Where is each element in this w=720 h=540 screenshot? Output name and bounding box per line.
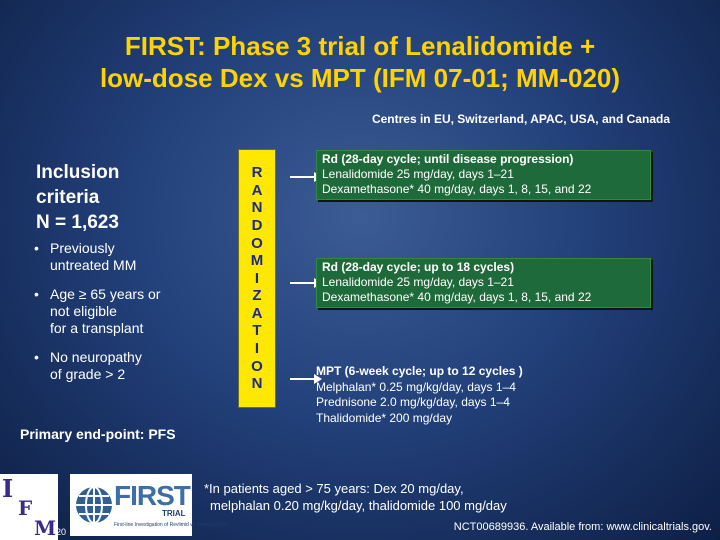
arm-mpt: MPT (6-week cycle; up to 12 cycles ) Mel… (316, 364, 646, 426)
arrow-arm-2 (290, 278, 322, 288)
footnote-line-1: *In patients aged > 75 years: Dex 20 mg/… (204, 481, 464, 496)
bullet-icon: • (34, 349, 39, 365)
randomization-letter: A (251, 181, 263, 199)
randomization-letter: D (251, 216, 263, 234)
bullet-text: untreated MM (50, 257, 137, 273)
bullet-text: Age ≥ 65 years or (50, 286, 161, 302)
randomization-letter: M (250, 252, 264, 270)
arm-line: Melphalan* 0.25 mg/kg/day, days 1–4 (316, 379, 516, 394)
inclusion-count: N = 1,623 (36, 212, 119, 233)
bullet-text: not eligible (50, 303, 117, 319)
first-subtitle: First-line Investigation of Revlimid vs … (114, 522, 228, 528)
arrow-arm-3 (290, 374, 322, 384)
footnote-line-2: melphalan 0.20 mg/kg/day, thalidomide 10… (210, 498, 507, 513)
globe-icon (76, 486, 112, 524)
nct-reference: NCT00689936. Available from: www.clinica… (453, 521, 712, 533)
randomization-letter: O (251, 234, 263, 252)
arm-line: Thalidomide* 200 mg/day (316, 410, 453, 425)
ifm-logo: I F M (0, 474, 58, 540)
arm-line: Dexamethasone* 40 mg/day, days 1, 8, 15,… (322, 290, 592, 304)
arm-header: MPT (6-week cycle; up to 12 cycles ) (316, 364, 523, 378)
randomization-letter: N (251, 375, 263, 393)
inclusion-bullets: • Previously untreated MM • Age ≥ 65 yea… (34, 240, 194, 395)
inclusion-bullet: • Previously untreated MM (34, 240, 194, 274)
first-wordmark: FIRST (114, 480, 191, 511)
arm-line: Lenalidomide 25 mg/day, days 1–21 (322, 167, 514, 181)
bullet-text: for a transplant (50, 320, 144, 336)
centres-text: Centres in EU, Switzerland, APAC, USA, a… (371, 112, 670, 126)
inclusion-line-2: criteria (36, 187, 100, 208)
inclusion-line-1: Inclusion (36, 162, 120, 183)
randomization-letter: I (254, 269, 260, 287)
arm-header: Rd (28-day cycle; up to 18 cycles) (322, 260, 515, 274)
arm-box-rd-continuous: Rd (28-day cycle; until disease progress… (316, 150, 651, 200)
arm-box-rd-18: Rd (28-day cycle; up to 18 cycles) Lenal… (316, 258, 651, 308)
randomization-letter: Z (252, 287, 262, 305)
randomization-letter: R (251, 164, 263, 182)
bullet-text: of grade > 2 (50, 366, 126, 382)
bullet-icon: • (34, 240, 39, 256)
randomization-letter: A (251, 304, 263, 322)
first-trial-logo: FIRST TRIAL First-line Investigation of … (70, 474, 228, 536)
arrow-arm-1 (290, 172, 322, 182)
year-fragment: 20 (56, 527, 67, 537)
inclusion-bullet: • Age ≥ 65 years or not eligible for a t… (34, 286, 194, 337)
randomization-letter: I (254, 340, 260, 358)
ifm-letter: I (2, 474, 14, 503)
footnote: *In patients aged > 75 years: Dex 20 mg/… (204, 480, 507, 514)
title-line-2: low-dose Dex vs MPT (IFM 07-01; MM-020) (99, 63, 621, 93)
arm-line: Lenalidomide 25 mg/day, days 1–21 (322, 275, 514, 289)
inclusion-heading: Inclusion criteria N = 1,623 (36, 160, 119, 235)
bullet-text: Previously (50, 240, 115, 256)
arm-line: Prednisone 2.0 mg/kg/day, days 1–4 (316, 395, 510, 409)
arm-line: Dexamethasone* 40 mg/day, days 1, 8, 15,… (322, 182, 592, 196)
bullet-icon: • (34, 286, 39, 302)
title-line-1: FIRST: Phase 3 trial of Lenalidomide + (124, 31, 596, 61)
slide-title: FIRST: Phase 3 trial of Lenalidomide + l… (20, 30, 700, 94)
arm-header: Rd (28-day cycle; until disease progress… (322, 152, 574, 166)
primary-endpoint: Primary end-point: PFS (20, 426, 176, 442)
bullet-text: No neuropathy (50, 349, 142, 365)
ifm-letter: F (18, 496, 33, 520)
randomization-letter: O (251, 357, 263, 375)
randomization-letter: T (252, 322, 262, 340)
ifm-letter: M (34, 516, 57, 540)
randomization-letter: N (251, 199, 263, 217)
inclusion-bullet: • No neuropathy of grade > 2 (34, 349, 194, 383)
first-trial-label: TRIAL (162, 509, 186, 518)
